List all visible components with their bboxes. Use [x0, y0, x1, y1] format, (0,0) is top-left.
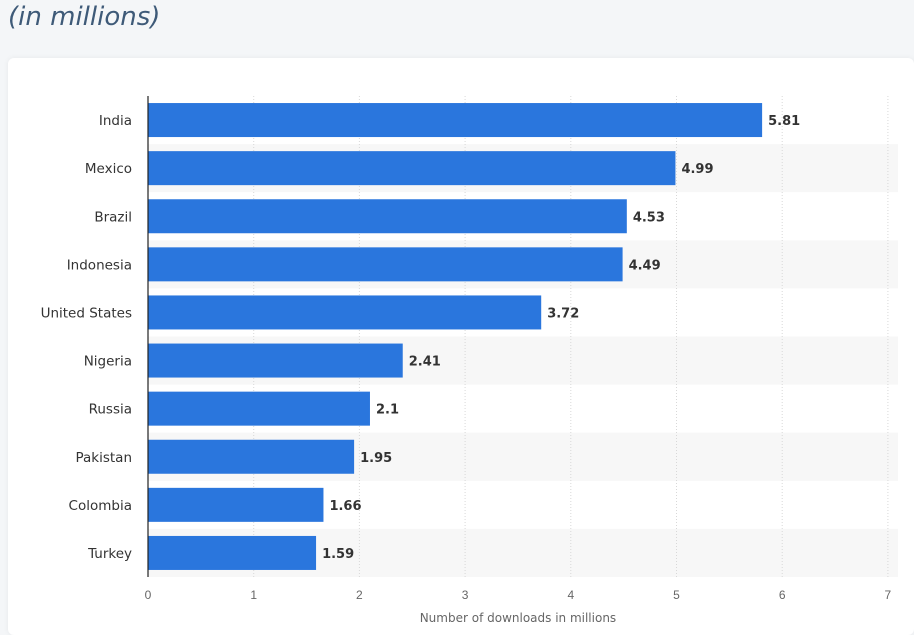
category-label: Mexico [85, 161, 132, 177]
category-label: India [99, 113, 132, 129]
category-labels: India Mexico Brazil Indonesia United States N… [41, 113, 132, 562]
category-label: Russia [89, 402, 132, 418]
x-tick-label: 1 [250, 588, 257, 602]
value-label: 4.99 [681, 162, 713, 177]
value-label: 4.53 [633, 210, 665, 225]
category-label: Colombia [69, 498, 132, 514]
bar [148, 247, 623, 282]
x-tick-label: 0 [145, 588, 152, 602]
bars [148, 103, 763, 570]
grid-lines [253, 96, 889, 577]
chart-subtitle: (in millions) [8, 2, 161, 32]
x-tick-label: 6 [779, 588, 786, 602]
bar [148, 295, 542, 330]
bar [148, 391, 370, 426]
category-label: Nigeria [84, 354, 132, 370]
bar [148, 199, 627, 234]
bar [148, 103, 763, 138]
value-label: 1.95 [360, 451, 392, 466]
x-tick-label: 4 [567, 588, 574, 602]
x-tick-label: 5 [673, 588, 680, 602]
bar [148, 439, 355, 474]
category-label: Indonesia [67, 257, 132, 273]
category-label: Pakistan [75, 450, 132, 466]
x-tick-label: 2 [356, 588, 363, 602]
category-label: Turkey [87, 546, 132, 562]
value-labels: 5.81 4.99 4.53 4.49 3.72 2.41 2.1 1.95 1.66 1.59 [322, 114, 800, 562]
x-tick-labels: 0 1 2 3 4 5 6 7 [145, 588, 892, 602]
category-label: United States [41, 305, 132, 321]
value-label: 5.81 [768, 114, 800, 129]
x-axis-title: Number of downloads in millions [420, 611, 616, 625]
bar [148, 151, 676, 186]
value-label: 1.59 [322, 547, 354, 562]
value-label: 1.66 [329, 499, 361, 514]
value-label: 4.49 [629, 258, 661, 273]
x-tick-label: 7 [885, 588, 892, 602]
bar [148, 343, 403, 378]
category-label: Brazil [94, 209, 132, 225]
value-label: 3.72 [547, 306, 579, 321]
value-label: 2.41 [409, 355, 441, 370]
bar [148, 535, 317, 570]
bar [148, 487, 324, 522]
x-tick-label: 3 [462, 588, 469, 602]
value-label: 2.1 [376, 403, 399, 418]
